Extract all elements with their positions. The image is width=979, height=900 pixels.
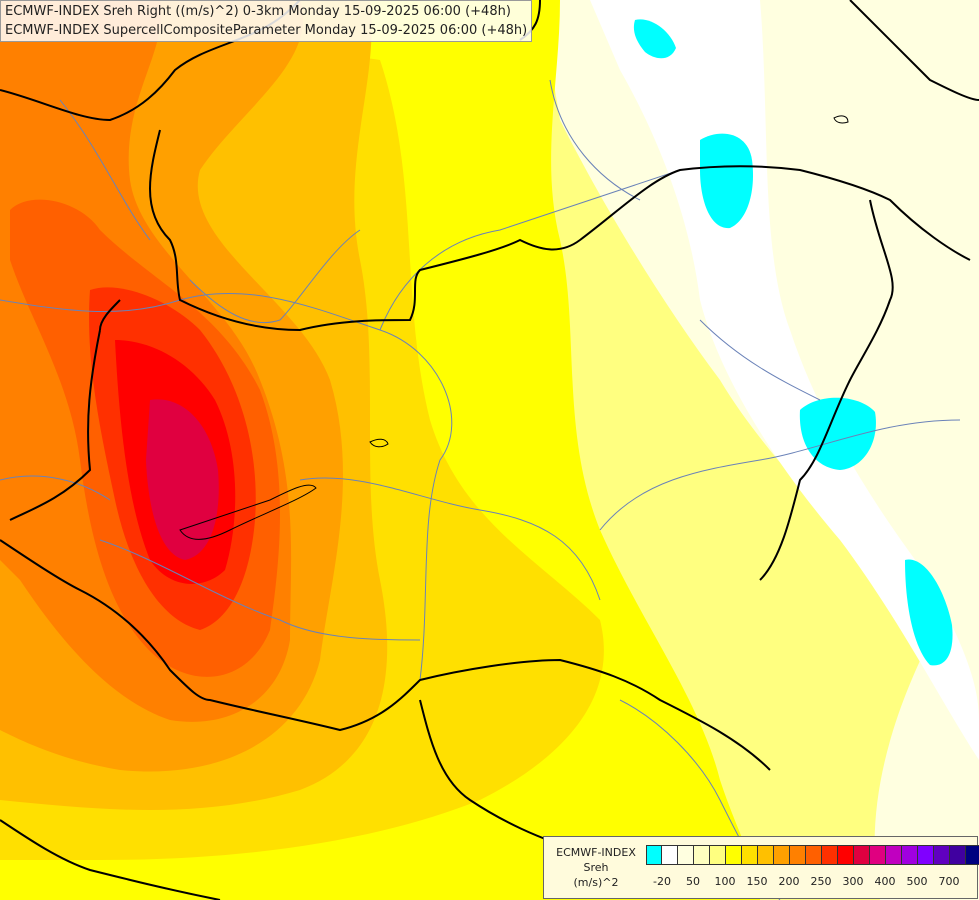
legend-tick-label: 100 xyxy=(714,875,736,888)
legend-swatch xyxy=(710,845,726,865)
legend-swatch xyxy=(918,845,934,865)
legend-swatches xyxy=(646,845,979,865)
field-white-zone xyxy=(590,0,979,760)
legend-tick-label: 400 xyxy=(874,875,896,888)
legend-swatch xyxy=(646,845,662,865)
legend-swatch xyxy=(694,845,710,865)
legend-swatch xyxy=(758,845,774,865)
field-negative-4 xyxy=(633,19,676,59)
color-legend: ECMWF-INDEX Sreh (m/s)^2 -20 50 100 150 200 2… xyxy=(543,836,979,899)
legend-tick-label: 50 xyxy=(686,875,700,888)
legend-tick-label: 300 xyxy=(842,875,864,888)
legend-tick-label: -20 xyxy=(653,875,671,888)
legend-swatch xyxy=(934,845,950,865)
legend-tick-label: 700 xyxy=(938,875,960,888)
lakes xyxy=(179,115,849,540)
title-line-2: ECMWF-INDEX SupercellCompositeParameter … xyxy=(5,23,528,38)
legend-swatch xyxy=(854,845,870,865)
legend-swatch xyxy=(902,845,918,865)
legend-swatch xyxy=(662,845,678,865)
legend-title: ECMWF-INDEX Sreh (m/s)^2 xyxy=(548,845,644,890)
field-crimson xyxy=(146,399,219,560)
field-negative-3 xyxy=(905,559,953,666)
legend-swatch xyxy=(806,845,822,865)
field-low-zone xyxy=(540,0,979,900)
legend-swatch xyxy=(950,845,966,865)
legend-swatch xyxy=(870,845,886,865)
field-negative-1 xyxy=(700,133,754,229)
map-title-box: ECMWF-INDEX Sreh Right ((m/s)^2) 0-3km M… xyxy=(0,0,533,42)
legend-line-2: Sreh xyxy=(583,861,609,874)
river-network xyxy=(0,79,961,900)
legend-swatch xyxy=(790,845,806,865)
legend-swatch xyxy=(966,845,979,865)
legend-swatch xyxy=(726,845,742,865)
legend-swatch xyxy=(838,845,854,865)
legend-tick-label: 150 xyxy=(746,875,768,888)
legend-tick-label: 200 xyxy=(778,875,800,888)
legend-tick-label: 250 xyxy=(810,875,832,888)
legend-line-1: ECMWF-INDEX xyxy=(556,846,636,859)
legend-swatch xyxy=(886,845,902,865)
legend-ticks: -20 50 100 150 200 250 300 400 500 700 xyxy=(646,875,972,889)
legend-swatch xyxy=(822,845,838,865)
legend-swatch xyxy=(774,845,790,865)
title-line-1: ECMWF-INDEX Sreh Right ((m/s)^2) 0-3km M… xyxy=(5,4,511,19)
legend-swatch xyxy=(678,845,694,865)
legend-swatch xyxy=(742,845,758,865)
legend-line-3: (m/s)^2 xyxy=(573,876,619,889)
legend-tick-label: 500 xyxy=(906,875,928,888)
